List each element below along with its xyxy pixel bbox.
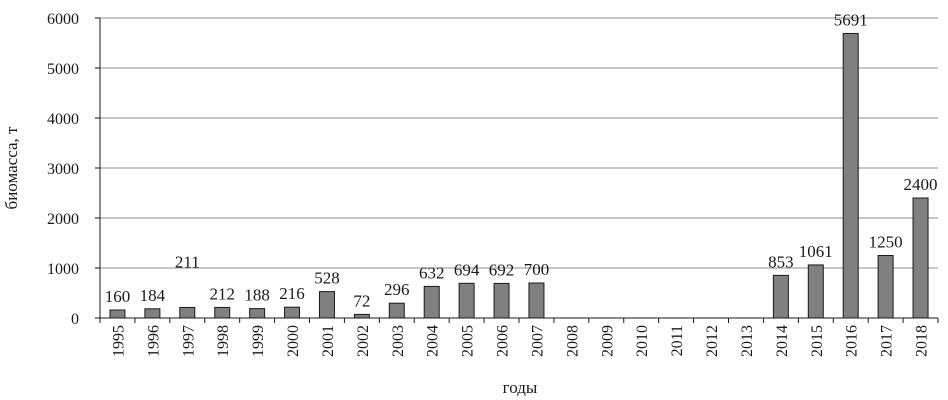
x-tick-label: 2007 [529, 325, 546, 357]
x-tick-label: 2016 [844, 325, 861, 357]
bar-2017 [877, 255, 894, 319]
x-tick-label: 1999 [250, 325, 267, 357]
bar-2016 [842, 32, 859, 319]
axes [95, 17, 939, 323]
x-tick-label: 2012 [704, 325, 721, 357]
x-tick-label: 2014 [774, 325, 791, 357]
bar-2018 [912, 197, 929, 319]
bar-1999 [249, 308, 266, 319]
bar-1997 [179, 306, 196, 319]
data-label: 5691 [834, 10, 868, 29]
x-tick-label: 2004 [425, 325, 442, 357]
x-tick-label: 1997 [180, 325, 197, 357]
x-axis-title: годы [503, 378, 538, 397]
data-label: 2400 [904, 175, 938, 194]
bar-2004 [423, 285, 440, 319]
y-axis-title: биомасса, т [2, 126, 21, 209]
x-tick-label: 2011 [669, 325, 686, 356]
y-tick-label: 0 [71, 311, 79, 328]
data-label: 216 [279, 284, 305, 303]
x-tick-label: 1998 [215, 325, 232, 357]
x-tick-label: 2009 [599, 325, 616, 357]
data-label: 296 [384, 280, 410, 299]
y-tick-label: 2000 [47, 211, 79, 228]
y-tick-label: 1000 [47, 261, 79, 278]
x-tick-label: 2003 [390, 325, 407, 357]
bar-2001 [318, 291, 335, 319]
bar-2014 [772, 274, 789, 319]
bar-2000 [284, 306, 301, 319]
bar-2015 [807, 264, 824, 319]
x-tick-label: 2018 [914, 325, 931, 357]
x-tick-label: 2017 [879, 325, 896, 357]
data-label: 700 [524, 260, 550, 279]
bars [109, 32, 929, 319]
y-tick-label: 3000 [47, 161, 79, 178]
x-tick-label: 2001 [320, 325, 337, 357]
bar-2002 [353, 313, 370, 319]
bar-1998 [214, 306, 231, 319]
x-tick-label: 2002 [355, 325, 372, 357]
data-label: 212 [209, 284, 235, 303]
data-label: 1061 [799, 242, 833, 261]
data-label: 160 [105, 287, 131, 306]
bar-1996 [144, 308, 161, 319]
bar-1995 [109, 309, 126, 319]
data-label: 72 [353, 291, 370, 310]
data-labels: 160 184 211 212 188 216 528 72 296 632 694 692 700 85… [105, 10, 938, 310]
bar-2005 [458, 282, 475, 319]
x-tick-label: 2006 [495, 325, 512, 357]
y-tick-labels: 0 1000 2000 3000 4000 5000 6000 [47, 11, 79, 328]
bar-2006 [493, 282, 510, 319]
data-label: 528 [314, 269, 340, 288]
x-tick-label: 2000 [285, 325, 302, 357]
y-tick-label: 6000 [47, 11, 79, 28]
x-tick-label: 1996 [145, 325, 162, 357]
x-tick-label: 1995 [110, 325, 127, 357]
data-label: 188 [244, 286, 270, 305]
data-label: 211 [175, 252, 200, 271]
data-label: 853 [768, 252, 794, 271]
x-tick-label: 2015 [809, 325, 826, 357]
gridlines [100, 17, 938, 269]
x-tick-label: 2010 [634, 325, 651, 357]
y-tick-label: 5000 [47, 61, 79, 78]
data-label: 694 [454, 260, 480, 279]
x-tick-label: 2013 [739, 325, 756, 357]
bar-2007 [528, 282, 545, 319]
x-tick-label: 2005 [460, 325, 477, 357]
data-label: 1250 [869, 233, 903, 252]
data-label: 184 [140, 286, 166, 305]
data-label: 692 [489, 260, 515, 279]
y-tick-label: 4000 [47, 111, 79, 128]
data-label: 632 [419, 263, 445, 282]
x-tick-label: 2008 [564, 325, 581, 357]
x-tick-labels: 1995 1996 1997 1998 1999 2000 2001 2002 2003 2004… [110, 325, 930, 357]
bar-2003 [388, 302, 405, 319]
